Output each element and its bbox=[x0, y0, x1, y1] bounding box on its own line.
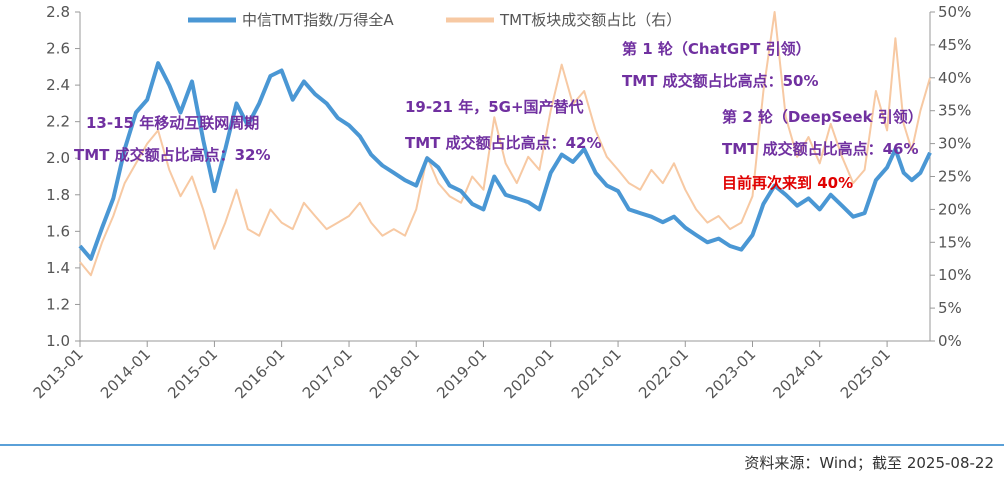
x-tick-label: 2025-01 bbox=[837, 345, 894, 402]
left-tick-label: 1.0 bbox=[46, 332, 70, 350]
x-tick-label: 2019-01 bbox=[433, 345, 490, 402]
annotation-text: TMT 成交额占比高点：42% bbox=[405, 134, 602, 152]
right-tick-label: 50% bbox=[938, 3, 971, 21]
x-tick-label: 2020-01 bbox=[500, 345, 557, 402]
right-tick-label: 5% bbox=[938, 299, 962, 317]
annotation-text: 第 2 轮（DeepSeek 引领） bbox=[722, 108, 923, 126]
left-tick-label: 2.2 bbox=[46, 113, 70, 131]
right-tick-label: 40% bbox=[938, 69, 971, 87]
right-tick-label: 30% bbox=[938, 135, 971, 153]
right-tick-label: 10% bbox=[938, 266, 971, 284]
annotation-text: 目前再次来到 40% bbox=[722, 174, 853, 192]
x-tick-label: 2015-01 bbox=[164, 345, 221, 402]
left-tick-label: 1.6 bbox=[46, 222, 70, 240]
legend-label-index: 中信TMT指数/万得全A bbox=[242, 11, 394, 29]
annotation-text: TMT 成交额占比高点：46% bbox=[722, 140, 919, 158]
annotation-text: 13-15 年移动互联网周期 bbox=[86, 114, 259, 132]
x-tick-label: 2023-01 bbox=[702, 345, 759, 402]
right-tick-label: 45% bbox=[938, 36, 971, 54]
footer-divider bbox=[0, 444, 1004, 446]
annotation-text: 第 1 轮（ChatGPT 引领） bbox=[622, 40, 811, 58]
right-tick-label: 0% bbox=[938, 332, 962, 350]
right-tick-label: 15% bbox=[938, 233, 971, 251]
x-tick-label: 2022-01 bbox=[635, 345, 692, 402]
legend-label-share: TMT板块成交额占比（右） bbox=[499, 11, 681, 29]
x-tick-label: 2018-01 bbox=[366, 345, 423, 402]
annotation-text: TMT 成交额占比高点：50% bbox=[622, 72, 819, 90]
series-line-tmt-index bbox=[78, 61, 932, 261]
series-line-tmt-share bbox=[79, 11, 931, 277]
left-tick-label: 1.4 bbox=[46, 259, 70, 277]
annotation-text: TMT 成交额占比高点：32% bbox=[74, 146, 271, 164]
left-tick-label: 1.8 bbox=[46, 186, 70, 204]
right-tick-label: 25% bbox=[938, 168, 971, 186]
source-note: 资料来源：Wind；截至 2025-08-22 bbox=[744, 454, 994, 472]
left-tick-label: 2.4 bbox=[46, 76, 70, 94]
x-tick-label: 2024-01 bbox=[769, 345, 826, 402]
x-tick-label: 2014-01 bbox=[97, 345, 154, 402]
left-tick-label: 2.6 bbox=[46, 40, 70, 58]
left-tick-label: 2.0 bbox=[46, 149, 70, 167]
x-tick-label: 2013-01 bbox=[30, 345, 87, 402]
left-tick-label: 2.8 bbox=[46, 3, 70, 21]
right-tick-label: 20% bbox=[938, 200, 971, 218]
chart: 1.0 1.2 1.4 1.6 1.8 2.0 2.2 2.4 2.6 2.8 0% 5% 10% 15%… bbox=[30, 3, 972, 402]
x-tick-label: 2016-01 bbox=[231, 345, 288, 402]
left-tick-label: 1.2 bbox=[46, 295, 70, 313]
x-tick-label: 2017-01 bbox=[299, 345, 356, 402]
right-tick-label: 35% bbox=[938, 102, 971, 120]
x-tick-label: 2021-01 bbox=[568, 345, 625, 402]
annotation-text: 19-21 年，5G+国产替代 bbox=[405, 98, 584, 116]
